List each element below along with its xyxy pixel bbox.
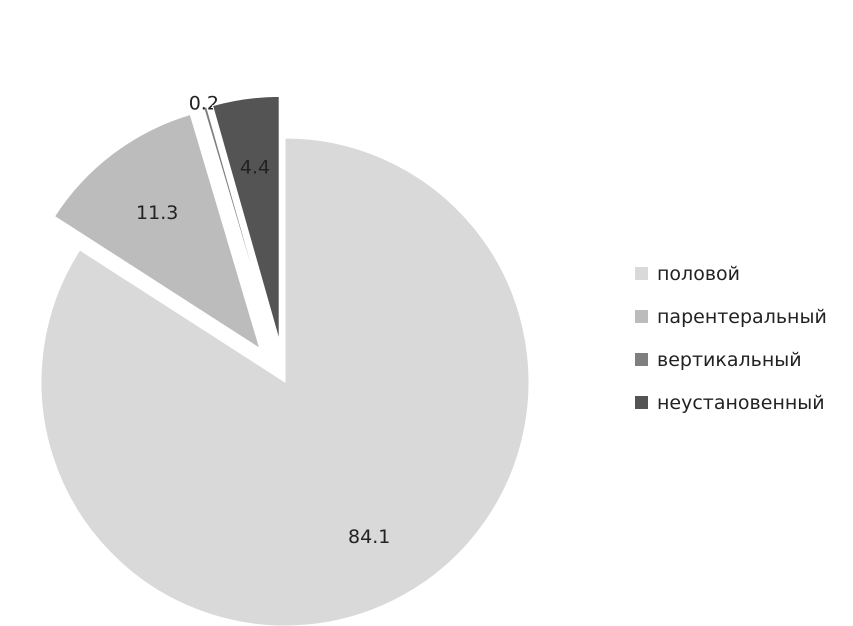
legend-swatch-2	[635, 353, 648, 366]
legend-label-2: вертикальный	[657, 348, 802, 371]
data-label-0: 84.1	[348, 526, 390, 548]
legend-item-1: парентеральный	[635, 303, 827, 330]
legend-label-1: парентеральный	[657, 305, 827, 328]
pie-slice-1	[53, 113, 261, 350]
legend-swatch-3	[635, 396, 648, 409]
pie-slice-0	[40, 137, 530, 626]
data-label-2: 0.2	[189, 93, 219, 115]
pie-slice-2	[203, 106, 274, 342]
data-label-3: 4.4	[240, 156, 270, 178]
pie-slice-3	[211, 95, 280, 341]
legend: половой парентеральный вертикальный неустан…	[635, 260, 827, 432]
data-label-1: 11.3	[136, 202, 178, 224]
legend-item-0: половой	[635, 260, 827, 287]
legend-label-0: половой	[657, 262, 740, 285]
legend-swatch-0	[635, 267, 648, 280]
legend-swatch-1	[635, 310, 648, 323]
legend-label-3: неустановенный	[657, 391, 825, 414]
legend-item-3: неустановенный	[635, 389, 827, 416]
legend-item-2: вертикальный	[635, 346, 827, 373]
